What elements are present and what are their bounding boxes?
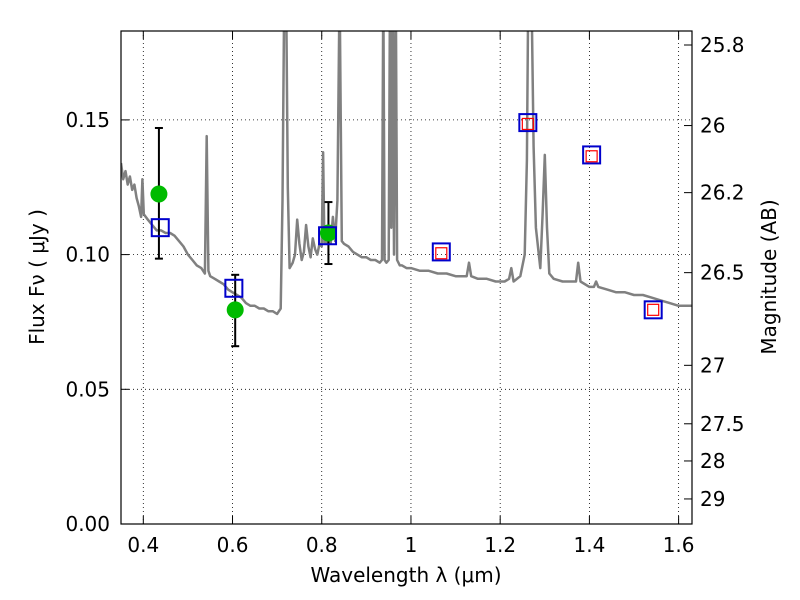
right-tick-label: 26.2 bbox=[700, 181, 745, 205]
x-tick-label: 1.2 bbox=[484, 533, 516, 557]
y-tick-label: 0.00 bbox=[65, 512, 110, 536]
model-photometry-square bbox=[431, 242, 451, 262]
x-tick-label: 1.6 bbox=[663, 533, 695, 557]
model-spectrum bbox=[121, 31, 692, 316]
right-axis-label: Magnitude (AB) bbox=[757, 199, 781, 354]
model-photometry-square bbox=[518, 113, 538, 133]
y-axis-label: Flux Fν ( μJy ) bbox=[25, 209, 49, 345]
x-tick-label: 1.4 bbox=[573, 533, 605, 557]
y-tick-label: 0.05 bbox=[65, 377, 110, 401]
model-photometry-square bbox=[582, 145, 602, 165]
plot-frame bbox=[120, 30, 693, 525]
grid-lines bbox=[121, 31, 692, 524]
x-tick-label: 0.6 bbox=[217, 533, 249, 557]
y-tick-label: 0.15 bbox=[65, 108, 110, 132]
model-photometry-square bbox=[318, 226, 338, 246]
right-tick-label: 28 bbox=[700, 449, 725, 473]
right-tick-label: 29 bbox=[700, 487, 725, 511]
observed-point bbox=[226, 301, 244, 319]
y-tick-label: 0.10 bbox=[65, 243, 110, 267]
right-tick-label: 26 bbox=[700, 114, 725, 138]
model-photometry-squares bbox=[150, 113, 663, 320]
observed-point bbox=[150, 185, 168, 203]
model-photometry-square bbox=[150, 218, 170, 238]
upper-limit-square bbox=[521, 117, 534, 131]
upper-limit-square bbox=[435, 247, 448, 260]
model-photometry-square bbox=[224, 278, 244, 298]
upper-limit-squares bbox=[435, 117, 660, 316]
spectrum-line bbox=[121, 31, 692, 316]
x-axis-label: Wavelength λ (μm) bbox=[310, 563, 501, 587]
x-tick-label: 1 bbox=[405, 533, 418, 557]
upper-limit-square bbox=[647, 303, 660, 316]
x-tick-label: 0.4 bbox=[127, 533, 159, 557]
right-axis-ticks: 25.8 26 26.2 26.5 27 27.5 28 29 bbox=[684, 33, 745, 511]
right-tick-label: 27 bbox=[700, 353, 725, 377]
y-axis-ticks: 0.00 0.05 0.10 0.15 bbox=[65, 108, 129, 536]
right-tick-label: 27.5 bbox=[700, 412, 745, 436]
right-tick-label: 26.5 bbox=[700, 261, 745, 285]
x-axis-ticks: 0.4 0.6 0.8 1 1.2 1.4 1.6 bbox=[127, 31, 695, 557]
x-tick-label: 0.8 bbox=[306, 533, 338, 557]
observed-points bbox=[150, 185, 337, 319]
right-tick-label: 25.8 bbox=[700, 33, 745, 57]
model-photometry-square bbox=[643, 300, 663, 320]
upper-limit-square bbox=[585, 150, 598, 163]
